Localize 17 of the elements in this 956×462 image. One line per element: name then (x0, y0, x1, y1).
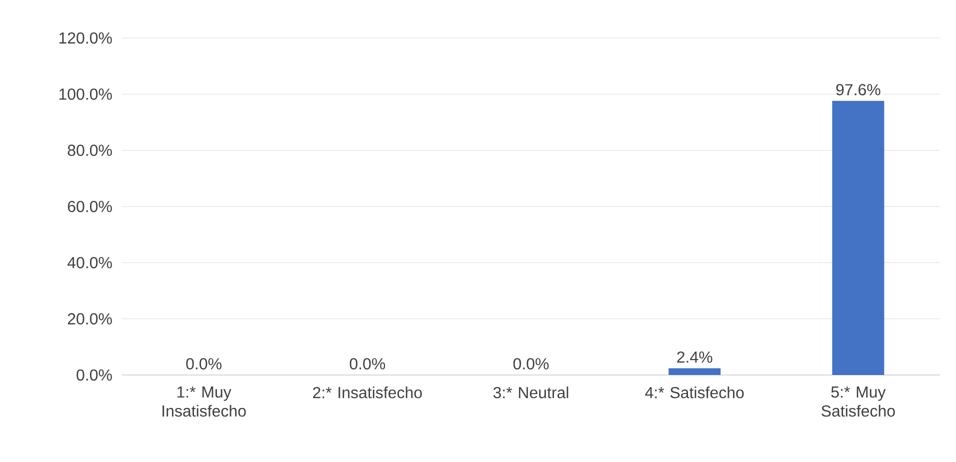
x-tick-label: 4:* Satisfecho (645, 386, 744, 398)
data-label: 2.4% (677, 351, 712, 363)
data-label: 97.6% (836, 84, 880, 96)
y-tick-label: 20.0% (68, 313, 112, 324)
data-label: 0.0% (350, 358, 386, 370)
y-tick-label: 120.0% (59, 32, 112, 44)
data-label: 0.0% (186, 358, 222, 370)
x-tick-label: 5:* Muy Satisfecho (822, 386, 895, 417)
y-tick-label: 100.0% (59, 88, 112, 100)
x-tick-label: 3:* Neutral (493, 386, 568, 398)
data-label: 0.0% (513, 358, 549, 370)
y-tick-label: 0.0% (76, 369, 112, 381)
y-tick-label: 80.0% (68, 144, 112, 156)
x-tick-label: 2:* Insatisfecho (313, 386, 422, 398)
y-tick-label: 40.0% (67, 256, 112, 268)
x-tick-label: 1:* Muy Insatisfecho (162, 386, 246, 417)
y-tick-label: 60.0% (68, 200, 112, 212)
